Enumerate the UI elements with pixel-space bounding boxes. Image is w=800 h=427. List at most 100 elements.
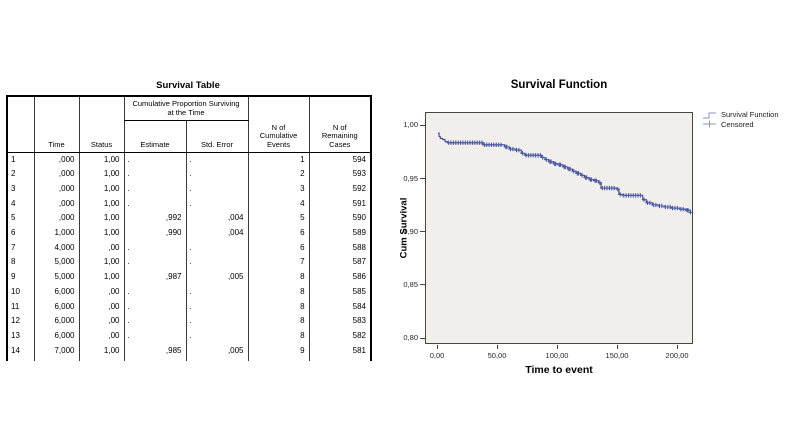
n-cumulative-events-column-header: N of Cumulative Events (247, 96, 310, 153)
survival-step-line (437, 132, 692, 213)
table-cell-time: 1,000 (33, 226, 79, 241)
table-cell-std_error: . (185, 196, 249, 212)
status-column-header: Status (78, 96, 124, 153)
table-cell-n: 5 (6, 211, 34, 227)
table-row: 10 6,000,00.. 8 585 (6, 284, 372, 300)
table-row: 12 6,000,00.. 8 583 (6, 314, 372, 329)
table-cell-std_error: . (185, 284, 249, 300)
table-cell-events: 8 (247, 270, 310, 285)
table-cell-estimate: . (123, 328, 186, 344)
table-cell-events: 8 (247, 314, 310, 329)
table-cell-remaining: 586 (308, 270, 372, 285)
table-row: 9 5,000 1,00,987,005 8 586 (6, 270, 372, 285)
table-cell-status: ,00 (78, 314, 124, 329)
estimate-column-header: Estimate (123, 120, 186, 153)
y-tick-mark (420, 231, 425, 233)
table-cell-estimate: . (123, 167, 186, 182)
table-cell-time: 7,000 (33, 343, 79, 359)
table-cell-time: ,000 (33, 152, 79, 168)
table-cell-std_error: . (185, 255, 249, 271)
table-cell-n: 3 (6, 181, 34, 197)
table-cell-time: 6,000 (33, 284, 79, 300)
table-cell-status: 1,00 (78, 152, 124, 168)
y-axis-ticks: 1,00 0,95 0,90 0,85 0,80 (392, 112, 425, 344)
table-cell-status: ,00 (78, 328, 124, 344)
table-cell-n: 14 (6, 343, 34, 359)
table-row: 11 6,000,00.. 8 584 (6, 299, 372, 315)
table-cell-time: ,000 (33, 167, 79, 182)
table-cell-time: ,000 (33, 211, 79, 227)
plus-marker-icon (703, 120, 716, 128)
table-cell-estimate: . (123, 196, 186, 212)
table-cell-remaining: 581 (308, 343, 372, 359)
x-tick-label: 150,00 (605, 351, 629, 360)
table-cell-std_error: ,004 (185, 226, 249, 241)
table-cell-time: 5,000 (33, 270, 79, 285)
row-number-column-header (6, 96, 34, 153)
chart-legend: Survival Function Censored (702, 110, 779, 129)
table-cell-time (33, 358, 79, 361)
y-tick-mark (420, 337, 425, 339)
table-cell-status: 1,00 (78, 211, 124, 227)
x-axis-ticks: 0,00 50,00 100,00 150,00 200,00 (425, 344, 693, 360)
plot-area (425, 112, 693, 344)
chart-title: Survival Function (510, 79, 608, 91)
table-cell-n: 11 (6, 299, 34, 315)
table-cell-remaining: 593 (308, 167, 372, 182)
table-cell-events: 2 (247, 167, 310, 182)
table-cell-remaining (308, 358, 372, 361)
table-cell-status: 1,00 (78, 181, 124, 197)
table-row-clipped: 15 (6, 358, 372, 361)
table-cell-time: 6,000 (33, 314, 79, 329)
table-cell-std_error: . (185, 328, 249, 344)
table-cell-time: 4,000 (33, 240, 79, 256)
n-remaining-cases-column-header: N of Remaining Cases (308, 96, 372, 153)
table-cell-estimate: . (123, 284, 186, 300)
table-cell-estimate: ,992 (123, 211, 186, 227)
table-cell-status: 1,00 (78, 343, 124, 359)
table-cell-status: 1,00 (78, 167, 124, 182)
table-cell-std_error: . (185, 240, 249, 256)
table-cell-std_error: . (185, 181, 249, 197)
table-cell-std_error: . (185, 299, 249, 315)
table-cell-remaining: 588 (308, 240, 372, 256)
table-cell-events: 9 (247, 343, 310, 359)
y-tick-mark (420, 124, 425, 126)
table-cell-events: 6 (247, 240, 310, 256)
y-tick-label: 0,90 (403, 226, 418, 236)
table-cell-remaining: 592 (308, 181, 372, 197)
table-cell-std_error: ,005 (185, 270, 249, 285)
table-cell-std_error: ,004 (185, 211, 249, 227)
table-cell-status: 1,00 (78, 226, 124, 241)
table-cell-remaining: 582 (308, 328, 372, 344)
table-cell-n: 13 (6, 328, 34, 344)
table-cell-n: 4 (6, 196, 34, 212)
x-tick-mark (617, 345, 619, 349)
table-cell-remaining: 583 (308, 314, 372, 329)
table-cell-time: 6,000 (33, 328, 79, 344)
table-row: 4,000 1,00.. 4 591 (6, 196, 372, 212)
table-cell-std_error: ,005 (185, 343, 249, 359)
table-row: 13 6,000,00.. 8 582 (6, 328, 372, 344)
table-cell-std_error: . (185, 167, 249, 182)
table-cell-events: 6 (247, 226, 310, 241)
y-tick-label: 1,00 (403, 120, 418, 130)
time-column-header: Time (33, 96, 79, 153)
table-cell-status (78, 358, 124, 361)
table-cell-events: 7 (247, 255, 310, 271)
table-cell-events: 4 (247, 196, 310, 212)
table-cell-estimate: . (123, 181, 186, 197)
table-cell-n: 10 (6, 284, 34, 300)
table-cell-std_error: . (185, 152, 249, 168)
table-row: 14 7,000 1,00,985,005 9 581 (6, 343, 372, 359)
table-cell-estimate: . (123, 240, 186, 256)
table-cell-n: 6 (6, 226, 34, 241)
table-cell-std_error: . (185, 314, 249, 329)
table-row: 8 5,000 1,00.. 7 587 (6, 255, 372, 271)
table-cell-estimate: . (123, 152, 186, 168)
legend-item: Survival Function (702, 110, 779, 120)
cumulative-proportion-span-header: Cumulative Proportion Surviving at the T… (123, 96, 249, 121)
table-cell-events: 1 (247, 152, 310, 168)
x-tick-label: 200,00 (665, 351, 689, 360)
